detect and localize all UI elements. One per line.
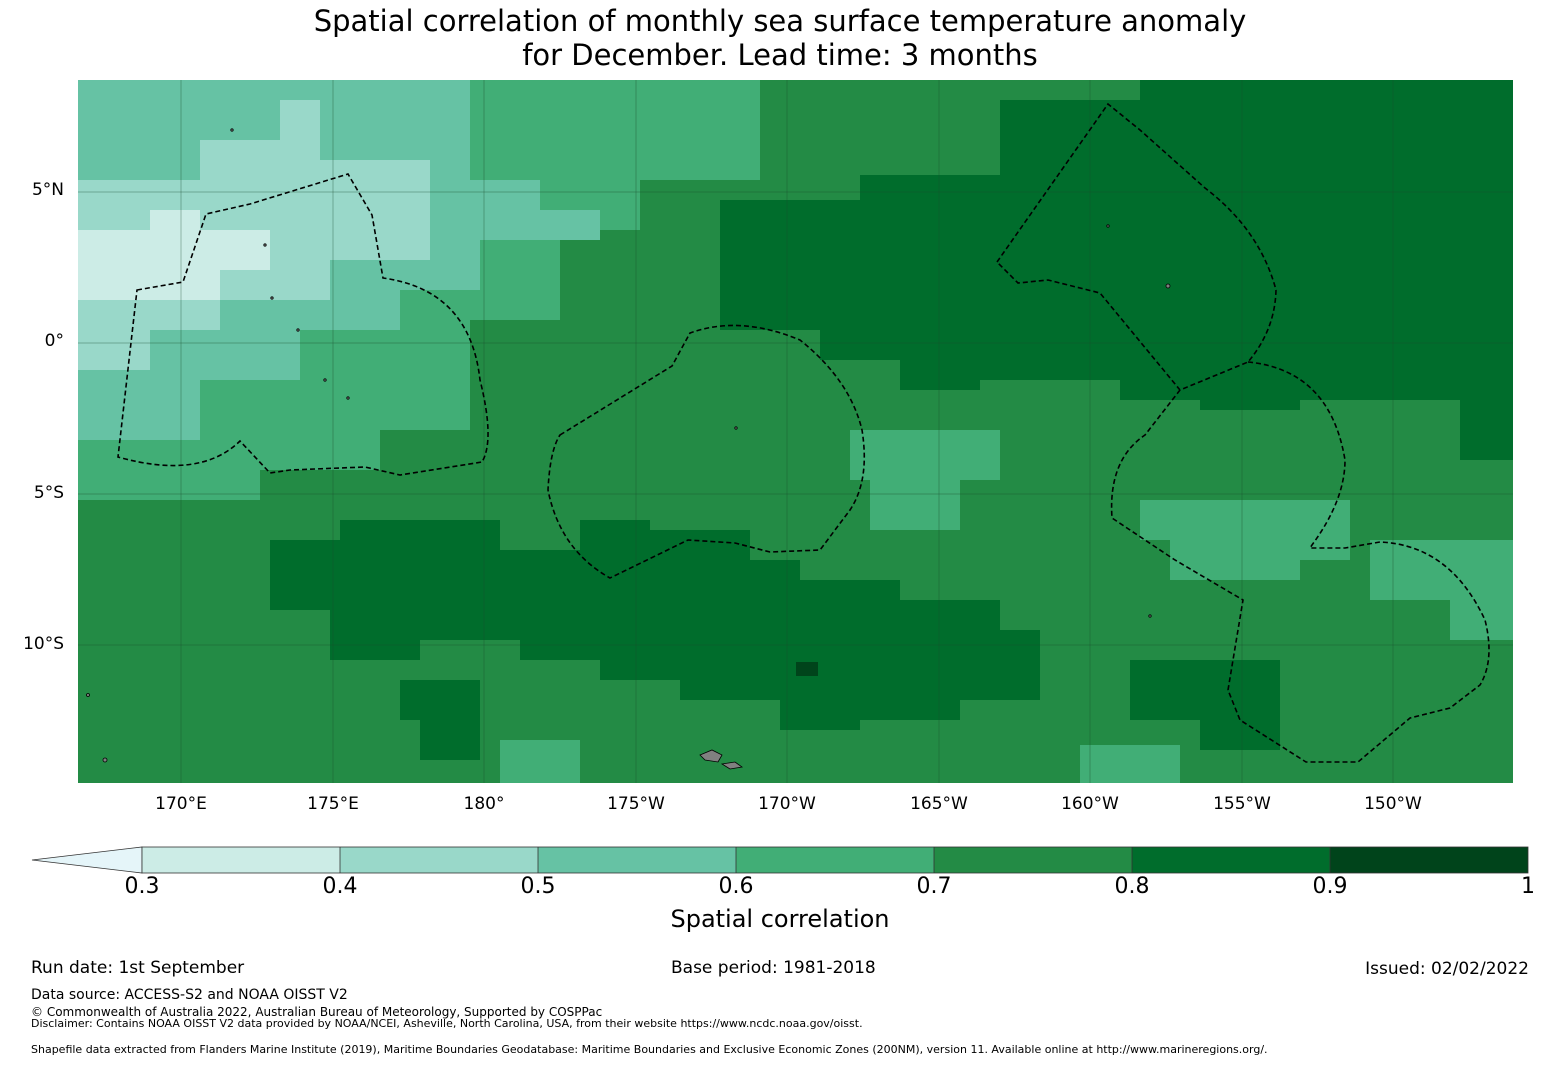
disclaimer: Disclaimer: Contains NOAA OISST V2 data … — [31, 1017, 863, 1030]
island-11 — [102, 757, 108, 763]
island-10 — [230, 128, 234, 132]
field-0.6-0.7-farsoutheast — [1370, 540, 1513, 640]
island-5 — [263, 243, 267, 247]
colorbar-tick-0.9: 0.9 — [1312, 874, 1348, 899]
lon-label-170e: 170°E — [155, 794, 207, 814]
lat-label-5n: 5°N — [31, 180, 64, 200]
lon-label-165w: 165°W — [910, 794, 968, 814]
colorbar-bin-0.9-1 — [1330, 847, 1528, 873]
field-0.6-0.7-south — [1080, 745, 1180, 783]
colorbar-tick-0.3: 0.3 — [124, 874, 160, 899]
eez-line-south — [1110, 361, 1490, 763]
field-0.6-0.7-southeast — [1140, 500, 1350, 580]
colorbar-bin-0.3-0.4 — [142, 847, 340, 873]
colorbar-bin-0.7-0.8 — [934, 847, 1132, 873]
run-date: Run date: 1st September — [31, 958, 245, 978]
colorbar-tick-0.7: 0.7 — [916, 874, 952, 899]
field-0.8-0.9-south — [270, 520, 1040, 730]
field-0.6-0.7-east — [850, 430, 1000, 530]
colorbar-tick-0.6: 0.6 — [718, 874, 754, 899]
samoa-island-west — [699, 749, 723, 763]
eez-kiribati-gilbert — [117, 173, 489, 476]
colorbar-tick-0.8: 0.8 — [1114, 874, 1150, 899]
lon-label-175w: 175°W — [607, 794, 665, 814]
colorbar-tick-0.5: 0.5 — [520, 874, 556, 899]
colorbar-bin-0.4-0.5 — [340, 847, 538, 873]
field-0.8-0.9-north — [720, 80, 1513, 460]
lon-label-150w: 150°W — [1364, 794, 1422, 814]
colorbar-bin-0.8-0.9 — [1132, 847, 1330, 873]
issued-date: Issued: 02/02/2022 — [1365, 959, 1529, 979]
island-7 — [296, 328, 300, 332]
island-12 — [86, 693, 90, 697]
island-6 — [270, 296, 274, 300]
lon-label-155w: 155°W — [1213, 794, 1271, 814]
colorbar-tick-0.4: 0.4 — [322, 874, 358, 899]
title-line-1: Spatial correlation of monthly sea surfa… — [313, 4, 1247, 38]
island-9 — [346, 396, 350, 400]
colorbar-tick-1: 1 — [1521, 874, 1535, 899]
island-outlines — [86, 128, 1171, 770]
copyright: © Commonwealth of Australia 2022, Austra… — [31, 1005, 603, 1019]
data-source: Data source: ACCESS-S2 and NOAA OISST V2 — [31, 987, 348, 1003]
gridlines — [78, 80, 1513, 783]
lat-label-10s: 10°S — [23, 634, 64, 654]
lon-label-160w: 160°W — [1061, 794, 1119, 814]
lat-label-0: 0° — [44, 331, 64, 351]
shapefile-credit: Shapefile data extracted from Flanders M… — [31, 1043, 1268, 1056]
island-3 — [1106, 224, 1110, 228]
title-line-2: for December. Lead time: 3 months — [522, 38, 1038, 72]
field-0.3-0.4 — [78, 210, 270, 300]
field-0.6-0.7-southwest — [500, 740, 580, 783]
lat-label-5s: 5°S — [33, 483, 64, 503]
colorbar-bin-0.5-0.6 — [538, 847, 736, 873]
field-0.8-0.9-southeast — [1130, 660, 1280, 750]
field-0.9-1.0 — [796, 662, 818, 676]
eez-kiribati-line — [995, 102, 1277, 391]
lon-label-180: 180° — [463, 794, 505, 814]
colorbar-extend-min — [31, 846, 143, 874]
lon-label-170w: 170°W — [758, 794, 816, 814]
island-1 — [1165, 283, 1171, 289]
colorbar-label: Spatial correlation — [670, 905, 890, 933]
map-title: Spatial correlation of monthly sea surfa… — [0, 4, 1560, 72]
island-8 — [323, 378, 327, 382]
base-period: Base period: 1981-2018 — [671, 958, 876, 978]
eez-boundaries — [117, 102, 1490, 763]
field-0.8-0.9-lowerwest — [400, 680, 480, 760]
lon-label-175e: 175°E — [307, 794, 359, 814]
colorbar-frame — [141, 846, 1529, 874]
samoa-island-east — [720, 761, 744, 770]
colorbar-bin-0.6-0.7 — [736, 847, 934, 873]
eez-tokelau-samoa — [547, 324, 866, 579]
island-4 — [1148, 614, 1152, 618]
island-2 — [734, 426, 738, 430]
